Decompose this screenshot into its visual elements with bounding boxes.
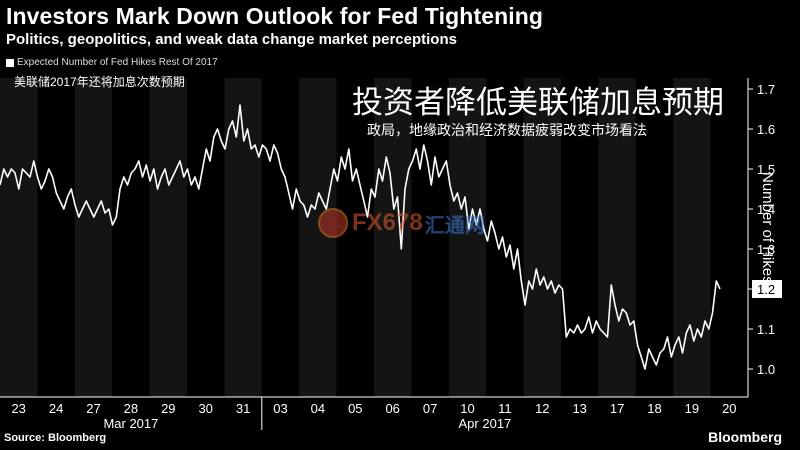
brand-logo: Bloomberg bbox=[708, 429, 782, 445]
day-band bbox=[561, 78, 599, 397]
x-tick-label: 11 bbox=[498, 401, 512, 416]
day-band bbox=[0, 78, 38, 397]
alternating-day-bands bbox=[0, 78, 748, 397]
chinese-title: 投资者降低美联储加息预期 bbox=[352, 85, 724, 121]
y-tick-label: 1.0 bbox=[757, 362, 775, 377]
day-band bbox=[149, 78, 187, 397]
y-tick-label: 1.4 bbox=[757, 202, 775, 217]
watermark: FX678 汇通网 bbox=[318, 208, 485, 238]
x-tick-label: 07 bbox=[423, 401, 437, 416]
x-tick-label: 20 bbox=[722, 401, 736, 416]
x-tick-label: 31 bbox=[236, 401, 250, 416]
x-tick-label: 13 bbox=[572, 401, 586, 416]
day-band bbox=[486, 78, 524, 397]
month-label: Apr 2017 bbox=[459, 416, 512, 431]
day-band bbox=[37, 78, 75, 397]
day-band bbox=[112, 78, 150, 397]
series-line bbox=[0, 104, 721, 370]
x-tick-label: 06 bbox=[385, 401, 399, 416]
x-tick-label: 04 bbox=[311, 401, 325, 416]
y-tick-label: 1.1 bbox=[757, 322, 775, 337]
x-tick-label: 30 bbox=[198, 401, 212, 416]
series-line-layer bbox=[0, 104, 721, 370]
legend-label-cn: 美联储2017年还将加息次数预期 bbox=[14, 75, 185, 89]
watermark-logo-icon bbox=[318, 208, 348, 238]
month-label: Mar 2017 bbox=[103, 416, 158, 431]
x-tick-label: 28 bbox=[124, 401, 138, 416]
watermark-text: FX678 bbox=[352, 209, 423, 236]
x-tick-label: 18 bbox=[647, 401, 661, 416]
x-tick-label: 12 bbox=[535, 401, 549, 416]
watermark-text-cn: 汇通网 bbox=[424, 214, 485, 237]
source-note: Source: Bloomberg bbox=[4, 432, 107, 444]
x-tick-label: 03 bbox=[273, 401, 287, 416]
day-band bbox=[523, 78, 561, 397]
day-band bbox=[635, 78, 674, 397]
legend: Expected Number of Fed Hikes Rest Of 201… bbox=[6, 57, 218, 68]
last-value-label: 1.2 bbox=[757, 282, 775, 297]
y-tick-label: 1.3 bbox=[757, 242, 775, 257]
day-band bbox=[374, 78, 412, 397]
day-band bbox=[336, 78, 374, 397]
x-tick-label: 10 bbox=[460, 401, 474, 416]
x-axis: 23 24 27 28 29 30 31 03 04 05 06 07 10 11 12 13 17 18 19 20… bbox=[0, 396, 748, 431]
y-axis: 1.01.11.21.31.41.51.61.71.2 bbox=[747, 78, 782, 397]
day-band bbox=[598, 78, 636, 397]
y-tick-label: 1.5 bbox=[757, 162, 775, 177]
day-band bbox=[187, 78, 225, 397]
chart-title: Investors Mark Down Outlook for Fed Tigh… bbox=[6, 3, 544, 29]
x-tick-label: 19 bbox=[685, 401, 699, 416]
chinese-subtitle: 政局，地缘政治和经济数据疲弱改变市场看法 bbox=[367, 123, 647, 139]
x-tick-label: 17 bbox=[610, 401, 624, 416]
last-value-box bbox=[752, 280, 782, 298]
legend-label: Expected Number of Fed Hikes Rest Of 201… bbox=[17, 57, 218, 68]
x-tick-label: 05 bbox=[348, 401, 362, 416]
x-tick-label: 27 bbox=[86, 401, 100, 416]
chart-subtitle: Politics, geopolitics, and weak data cha… bbox=[6, 31, 457, 48]
legend-swatch bbox=[6, 58, 14, 67]
day-band bbox=[411, 78, 449, 397]
y-axis-label: Number of Hikes bbox=[759, 172, 776, 284]
y-tick-label: 1.6 bbox=[757, 122, 775, 137]
day-band bbox=[74, 78, 113, 397]
x-tick-label: 29 bbox=[161, 401, 175, 416]
day-band bbox=[673, 78, 711, 397]
day-band bbox=[448, 78, 487, 397]
y-tick-label: 1.7 bbox=[757, 82, 775, 97]
x-tick-label: 24 bbox=[49, 401, 63, 416]
day-band bbox=[261, 78, 300, 397]
day-band bbox=[710, 78, 748, 397]
x-tick-label: 23 bbox=[11, 401, 25, 416]
